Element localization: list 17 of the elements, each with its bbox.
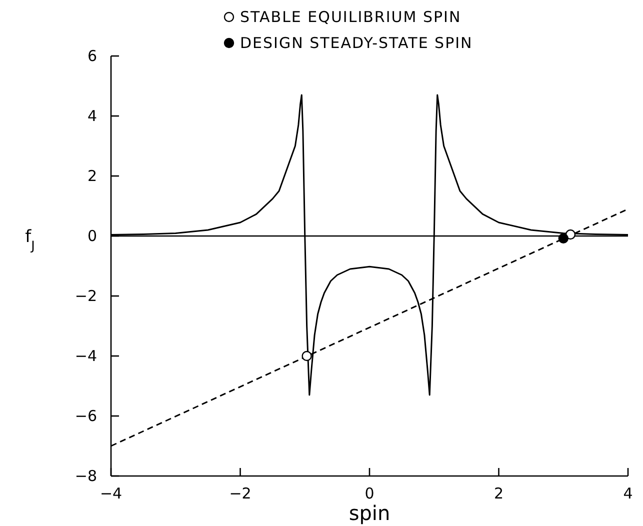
y-tick-label: −2 bbox=[74, 286, 97, 305]
y-tick-label: −6 bbox=[74, 406, 97, 425]
legend-label: DESIGN STEADY-STATE SPIN bbox=[240, 34, 473, 52]
y-axis-title: f$_{J}$ bbox=[25, 227, 35, 254]
x-tick-label: 4 bbox=[623, 484, 633, 503]
x-axis-title: spin bbox=[348, 501, 390, 525]
x-tick-label: −2 bbox=[229, 484, 252, 503]
y-tick-label: 4 bbox=[87, 106, 97, 125]
legend-label: STABLE EQUILIBRIUM SPIN bbox=[240, 8, 462, 26]
x-tick-label: 2 bbox=[494, 484, 504, 503]
y-tick-label: 6 bbox=[87, 46, 97, 65]
y-tick-label: 2 bbox=[87, 166, 97, 185]
x-tick-label: 0 bbox=[364, 484, 374, 503]
y-tick-label: −8 bbox=[74, 466, 97, 485]
y-tick-label: 0 bbox=[87, 226, 97, 245]
y-tick-label: −4 bbox=[74, 346, 97, 365]
x-tick-label: −4 bbox=[100, 484, 122, 503]
